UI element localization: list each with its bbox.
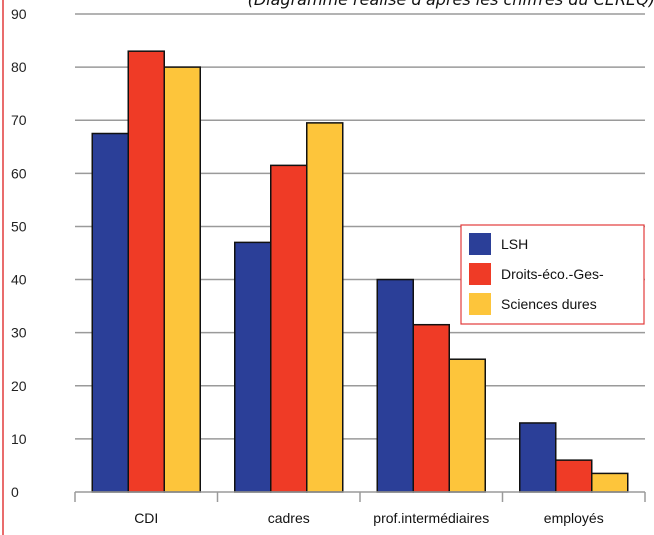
y-axis-ticks: 0 10 20 30 40 50 60 70 80 90 bbox=[11, 6, 27, 500]
legend-swatch bbox=[469, 263, 491, 285]
legend-box bbox=[460, 224, 645, 325]
x-category-label: prof.intermédiaires bbox=[373, 510, 489, 526]
bar-droits-co-ges--3 bbox=[555, 459, 593, 493]
x-category-label: cadres bbox=[268, 510, 310, 526]
y-tick-label: 90 bbox=[11, 6, 27, 22]
bar-sciences-dures-3 bbox=[591, 472, 629, 493]
legend-label: Sciences dures bbox=[501, 296, 597, 312]
y-tick-label: 60 bbox=[11, 165, 27, 181]
bar-sciences-dures-2 bbox=[448, 358, 486, 493]
bar-lsh-0 bbox=[91, 132, 129, 493]
bar-droits-co-ges--0 bbox=[127, 50, 165, 493]
legend-label: Droits-éco.-Ges- bbox=[501, 266, 604, 282]
x-category-label: CDI bbox=[134, 510, 158, 526]
bar-lsh-3 bbox=[519, 422, 557, 493]
bar-lsh-1 bbox=[234, 241, 272, 493]
y-tick-label: 40 bbox=[11, 272, 27, 288]
x-axis bbox=[74, 491, 646, 502]
y-tick-label: 70 bbox=[11, 112, 27, 128]
legend-label: LSH bbox=[501, 236, 528, 252]
y-tick-label: 0 bbox=[11, 484, 19, 500]
bar-droits-co-ges--1 bbox=[270, 164, 308, 493]
chart-title: (Diagramme réalisé d'après les chiffres … bbox=[248, 0, 654, 9]
bar-sciences-dures-0 bbox=[163, 66, 201, 493]
y-tick-label: 50 bbox=[11, 218, 27, 234]
bar-sciences-dures-1 bbox=[306, 122, 344, 493]
bar-droits-co-ges--2 bbox=[412, 323, 450, 493]
y-tick-label: 30 bbox=[11, 325, 27, 341]
legend-swatch bbox=[469, 293, 491, 315]
bar-lsh-2 bbox=[376, 278, 414, 493]
y-tick-label: 10 bbox=[11, 431, 27, 447]
legend-swatch bbox=[469, 233, 491, 255]
legend: LSH Droits-éco.-Ges- Sciences dures bbox=[460, 224, 645, 325]
x-axis-categories: CDI cadres prof.intermédiaires employés bbox=[134, 510, 604, 526]
y-tick-label: 20 bbox=[11, 378, 27, 394]
y-tick-label: 80 bbox=[11, 59, 27, 75]
x-category-label: employés bbox=[544, 510, 604, 526]
